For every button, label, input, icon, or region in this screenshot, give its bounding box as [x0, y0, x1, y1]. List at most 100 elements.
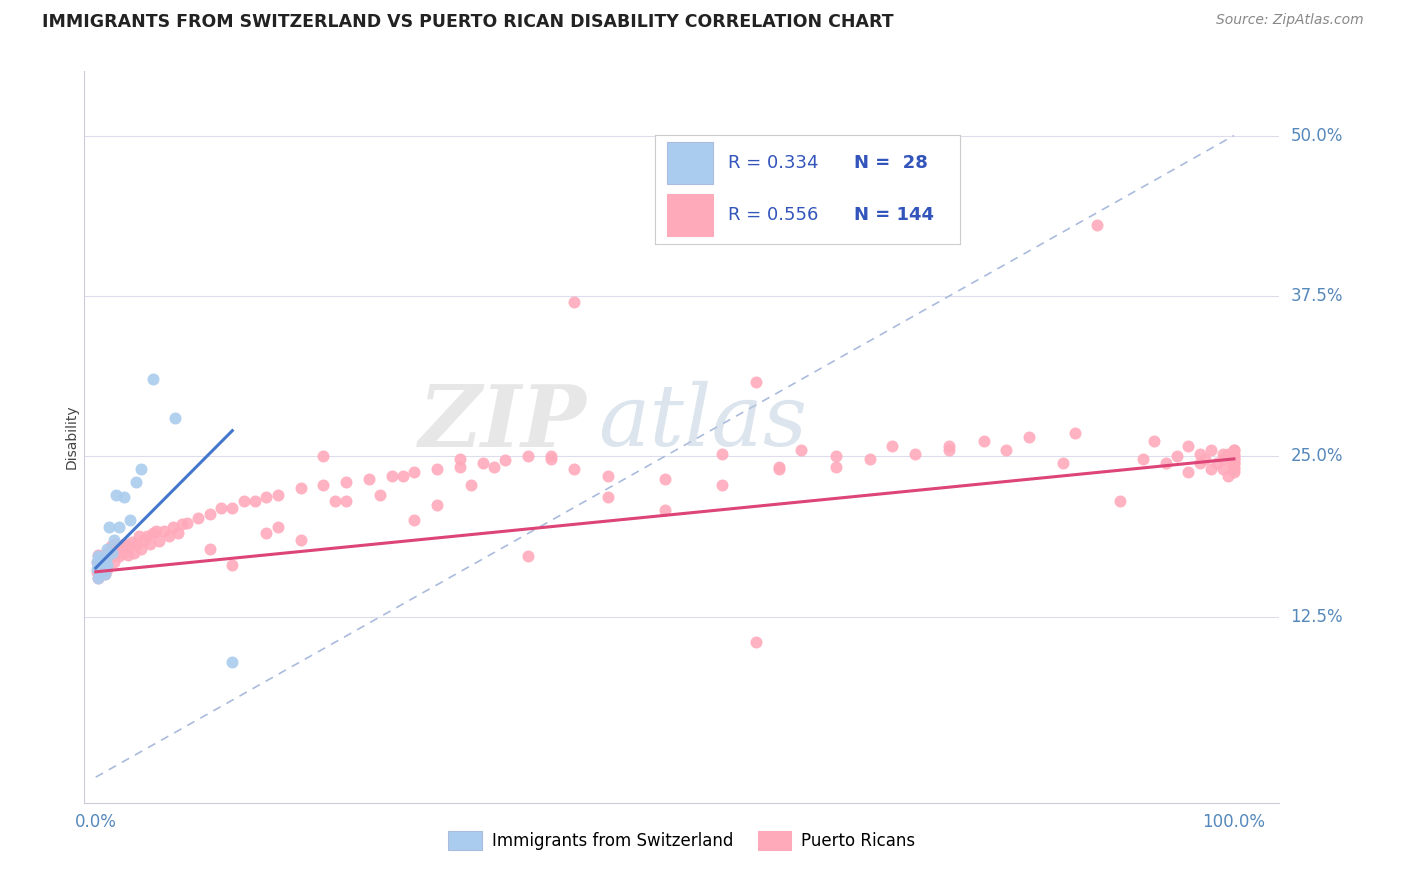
Point	[105, 541, 128, 556]
Point	[562, 295, 585, 310]
Point	[335, 494, 357, 508]
Point	[103, 533, 125, 547]
Point	[125, 536, 148, 550]
Point	[1220, 456, 1243, 470]
Point	[93, 549, 115, 564]
Point	[1218, 447, 1240, 461]
Point	[1194, 451, 1216, 466]
Point	[1188, 447, 1211, 461]
Point	[87, 548, 110, 562]
Point	[824, 450, 846, 464]
FancyBboxPatch shape	[668, 194, 713, 235]
Point	[368, 488, 391, 502]
Legend: Immigrants from Switzerland, Puerto Ricans: Immigrants from Switzerland, Puerto Rica…	[441, 824, 922, 856]
Point	[1223, 456, 1246, 470]
Point	[426, 498, 449, 512]
Point	[357, 472, 380, 486]
Point	[221, 500, 243, 515]
Text: 12.5%: 12.5%	[1291, 607, 1343, 625]
Point	[654, 503, 676, 517]
Point	[98, 520, 121, 534]
Point	[91, 565, 114, 579]
Point	[145, 524, 167, 538]
Point	[482, 459, 505, 474]
Point	[323, 494, 346, 508]
Point	[471, 456, 494, 470]
Point	[938, 439, 960, 453]
Point	[1109, 494, 1132, 508]
Point	[290, 482, 312, 496]
Point	[995, 442, 1018, 457]
Point	[86, 555, 108, 569]
Point	[654, 472, 676, 486]
Point	[96, 558, 118, 573]
Point	[107, 549, 129, 564]
Point	[103, 555, 125, 569]
Point	[129, 541, 152, 556]
Point	[1218, 468, 1240, 483]
Point	[129, 462, 152, 476]
Point	[97, 552, 120, 566]
Point	[517, 450, 540, 464]
Text: R = 0.556: R = 0.556	[728, 206, 818, 224]
Text: atlas: atlas	[599, 381, 807, 464]
Point	[148, 534, 170, 549]
Point	[1177, 465, 1199, 479]
Point	[1223, 462, 1246, 476]
Point	[104, 536, 127, 550]
Point	[153, 524, 176, 538]
Point	[460, 477, 482, 491]
Point	[1154, 456, 1177, 470]
Point	[221, 558, 243, 573]
Point	[198, 507, 221, 521]
Point	[426, 462, 449, 476]
Point	[117, 548, 139, 562]
Point	[1223, 459, 1246, 474]
Point	[256, 491, 278, 505]
Point	[118, 539, 141, 553]
Point	[91, 555, 114, 569]
Point	[172, 517, 194, 532]
Point	[824, 459, 846, 474]
Point	[904, 447, 927, 461]
Point	[128, 529, 150, 543]
Point	[243, 494, 266, 508]
Point	[90, 555, 112, 569]
Point	[392, 468, 415, 483]
Point	[105, 488, 128, 502]
Point	[1177, 439, 1199, 453]
Point	[90, 549, 112, 564]
Point	[98, 545, 121, 559]
Point	[882, 439, 904, 453]
Point	[1188, 456, 1211, 470]
Point	[1223, 465, 1246, 479]
Point	[790, 442, 813, 457]
Point	[1063, 426, 1085, 441]
Point	[938, 442, 960, 457]
Point	[1223, 442, 1246, 457]
Point	[142, 372, 165, 386]
Point	[1205, 456, 1227, 470]
Point	[100, 539, 122, 553]
Point	[404, 465, 426, 479]
Point	[94, 567, 117, 582]
Point	[101, 543, 124, 558]
Point	[112, 536, 135, 550]
Point	[89, 558, 111, 573]
Point	[86, 555, 108, 569]
Point	[94, 561, 117, 575]
Point	[90, 561, 112, 575]
Point	[1223, 451, 1246, 466]
Text: Source: ZipAtlas.com: Source: ZipAtlas.com	[1216, 13, 1364, 28]
Point	[93, 562, 115, 576]
Point	[209, 500, 232, 515]
Point	[1166, 450, 1188, 464]
Point	[562, 462, 585, 476]
Point	[973, 434, 995, 448]
Text: ZIP: ZIP	[419, 381, 586, 464]
Point	[124, 475, 146, 489]
Point	[495, 453, 517, 467]
Point	[1223, 447, 1246, 461]
Text: N = 144: N = 144	[853, 206, 934, 224]
Point	[710, 447, 733, 461]
